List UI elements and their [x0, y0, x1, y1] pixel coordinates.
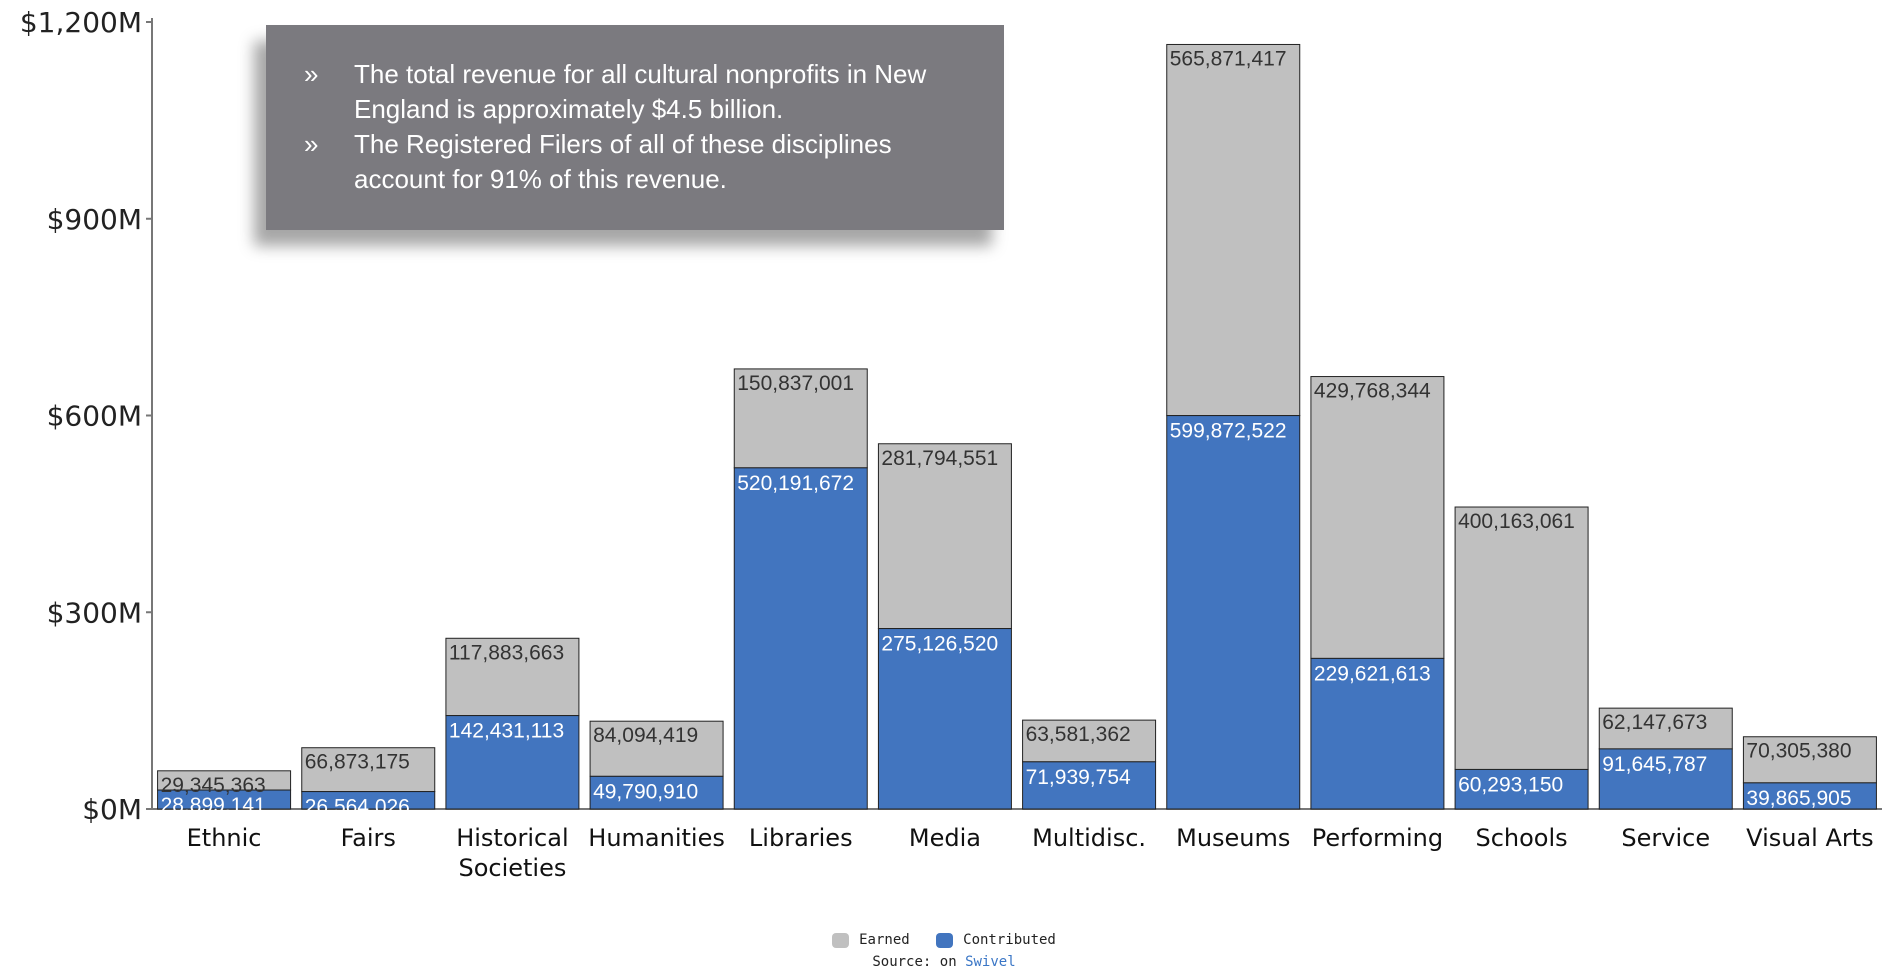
legend-label-contributed: Contributed [963, 932, 1056, 948]
data-label-earned: 565,871,417 [1170, 47, 1287, 70]
x-category-label: Libraries [749, 824, 853, 852]
bar-contributed [157, 789, 292, 810]
legend-label-earned: Earned [859, 932, 910, 948]
data-label-contributed: 275,126,520 [881, 633, 998, 656]
bar-contributed [445, 715, 580, 810]
data-label-contributed: 599,872,522 [1170, 420, 1287, 443]
legend-item-contributed[interactable]: Contributed [936, 932, 1056, 948]
x-category-label: Fairs [341, 824, 396, 852]
data-label-earned: 117,883,663 [449, 641, 564, 664]
data-label-earned: 29,345,363 [161, 774, 266, 797]
bar-earned [1310, 376, 1445, 659]
bar-contributed [301, 791, 436, 810]
bar-contributed [1022, 761, 1157, 810]
data-label-contributed: 60,293,150 [1458, 773, 1563, 796]
bullet-marker: » [304, 129, 319, 159]
data-label-earned: 66,873,175 [305, 751, 410, 774]
data-label-earned: 63,581,362 [1026, 723, 1131, 746]
data-label-contributed: 49,790,910 [593, 780, 698, 803]
bar-earned [445, 637, 580, 717]
data-label-earned: 70,305,380 [1746, 740, 1851, 763]
data-label-contributed: 39,865,905 [1746, 787, 1851, 810]
callout-bullet-1: » The total revenue for all cultural non… [304, 57, 974, 127]
data-label-earned: 400,163,061 [1458, 510, 1575, 533]
x-category-label: Ethnic [187, 824, 262, 852]
bar-earned [733, 368, 868, 469]
data-label-contributed: 520,191,672 [737, 472, 854, 495]
callout-text-1: The total revenue for all cultural nonpr… [354, 59, 927, 124]
y-tick-label: $900M [47, 203, 142, 236]
bar-earned [1598, 707, 1733, 750]
bar-earned [1454, 506, 1589, 770]
legend-item-earned[interactable]: Earned [832, 932, 910, 948]
x-category-label: Historical Societies [456, 824, 568, 882]
data-label-contributed: 229,621,613 [1314, 662, 1431, 685]
x-category-label: Schools [1475, 824, 1567, 852]
data-label-contributed: 26,564,026 [305, 796, 410, 819]
bar-contributed [1310, 657, 1445, 810]
chart-legend: Earned Contributed [0, 932, 1888, 952]
data-label-contributed: 28,899,141 [161, 794, 266, 817]
bar-contributed [877, 628, 1012, 810]
x-category-label: Performing [1312, 824, 1443, 852]
data-label-earned: 62,147,673 [1602, 711, 1707, 734]
source-prefix: Source: on [872, 954, 957, 970]
x-category-label: Service [1621, 824, 1710, 852]
callout-text-2: The Registered Filers of all of these di… [354, 129, 892, 194]
x-category-label: Multidisc. [1032, 824, 1146, 852]
bar-contributed [1742, 782, 1877, 810]
y-tick-label: $600M [47, 400, 142, 433]
data-label-contributed: 142,431,113 [449, 720, 564, 743]
bar-earned [1166, 43, 1301, 417]
data-label-contributed: 71,939,754 [1026, 766, 1131, 789]
x-category-label: Museums [1176, 824, 1290, 852]
bar-earned [1742, 736, 1877, 784]
bar-contributed [1166, 415, 1301, 810]
data-label-earned: 84,094,419 [593, 724, 698, 747]
data-label-earned: 281,794,551 [881, 447, 998, 470]
callout-bullet-2: » The Registered Filers of all of these … [304, 127, 974, 197]
callout-box: » The total revenue for all cultural non… [266, 25, 1004, 230]
x-category-label: Humanities [588, 824, 725, 852]
data-label-earned: 150,837,001 [737, 372, 854, 395]
source-link[interactable]: Swivel [965, 954, 1016, 970]
bar-contributed [589, 775, 724, 810]
y-tick-label: $0M [82, 793, 142, 826]
bar-earned [301, 747, 436, 793]
bar-earned [877, 443, 1012, 630]
legend-swatch-earned [832, 932, 850, 948]
bar-contributed [1598, 748, 1733, 810]
x-category-label: Visual Arts [1746, 824, 1873, 852]
y-tick-label: $300M [47, 596, 142, 629]
legend-swatch-contributed [936, 932, 954, 948]
bar-contributed [733, 467, 868, 810]
source-line: Source: on Swivel [0, 954, 1888, 970]
bar-contributed [1454, 768, 1589, 810]
data-label-earned: 429,768,344 [1314, 380, 1431, 403]
y-tick-label: $1,200M [20, 6, 142, 39]
bullet-marker: » [304, 59, 319, 89]
x-category-label: Media [909, 824, 981, 852]
data-label-contributed: 91,645,787 [1602, 753, 1707, 776]
